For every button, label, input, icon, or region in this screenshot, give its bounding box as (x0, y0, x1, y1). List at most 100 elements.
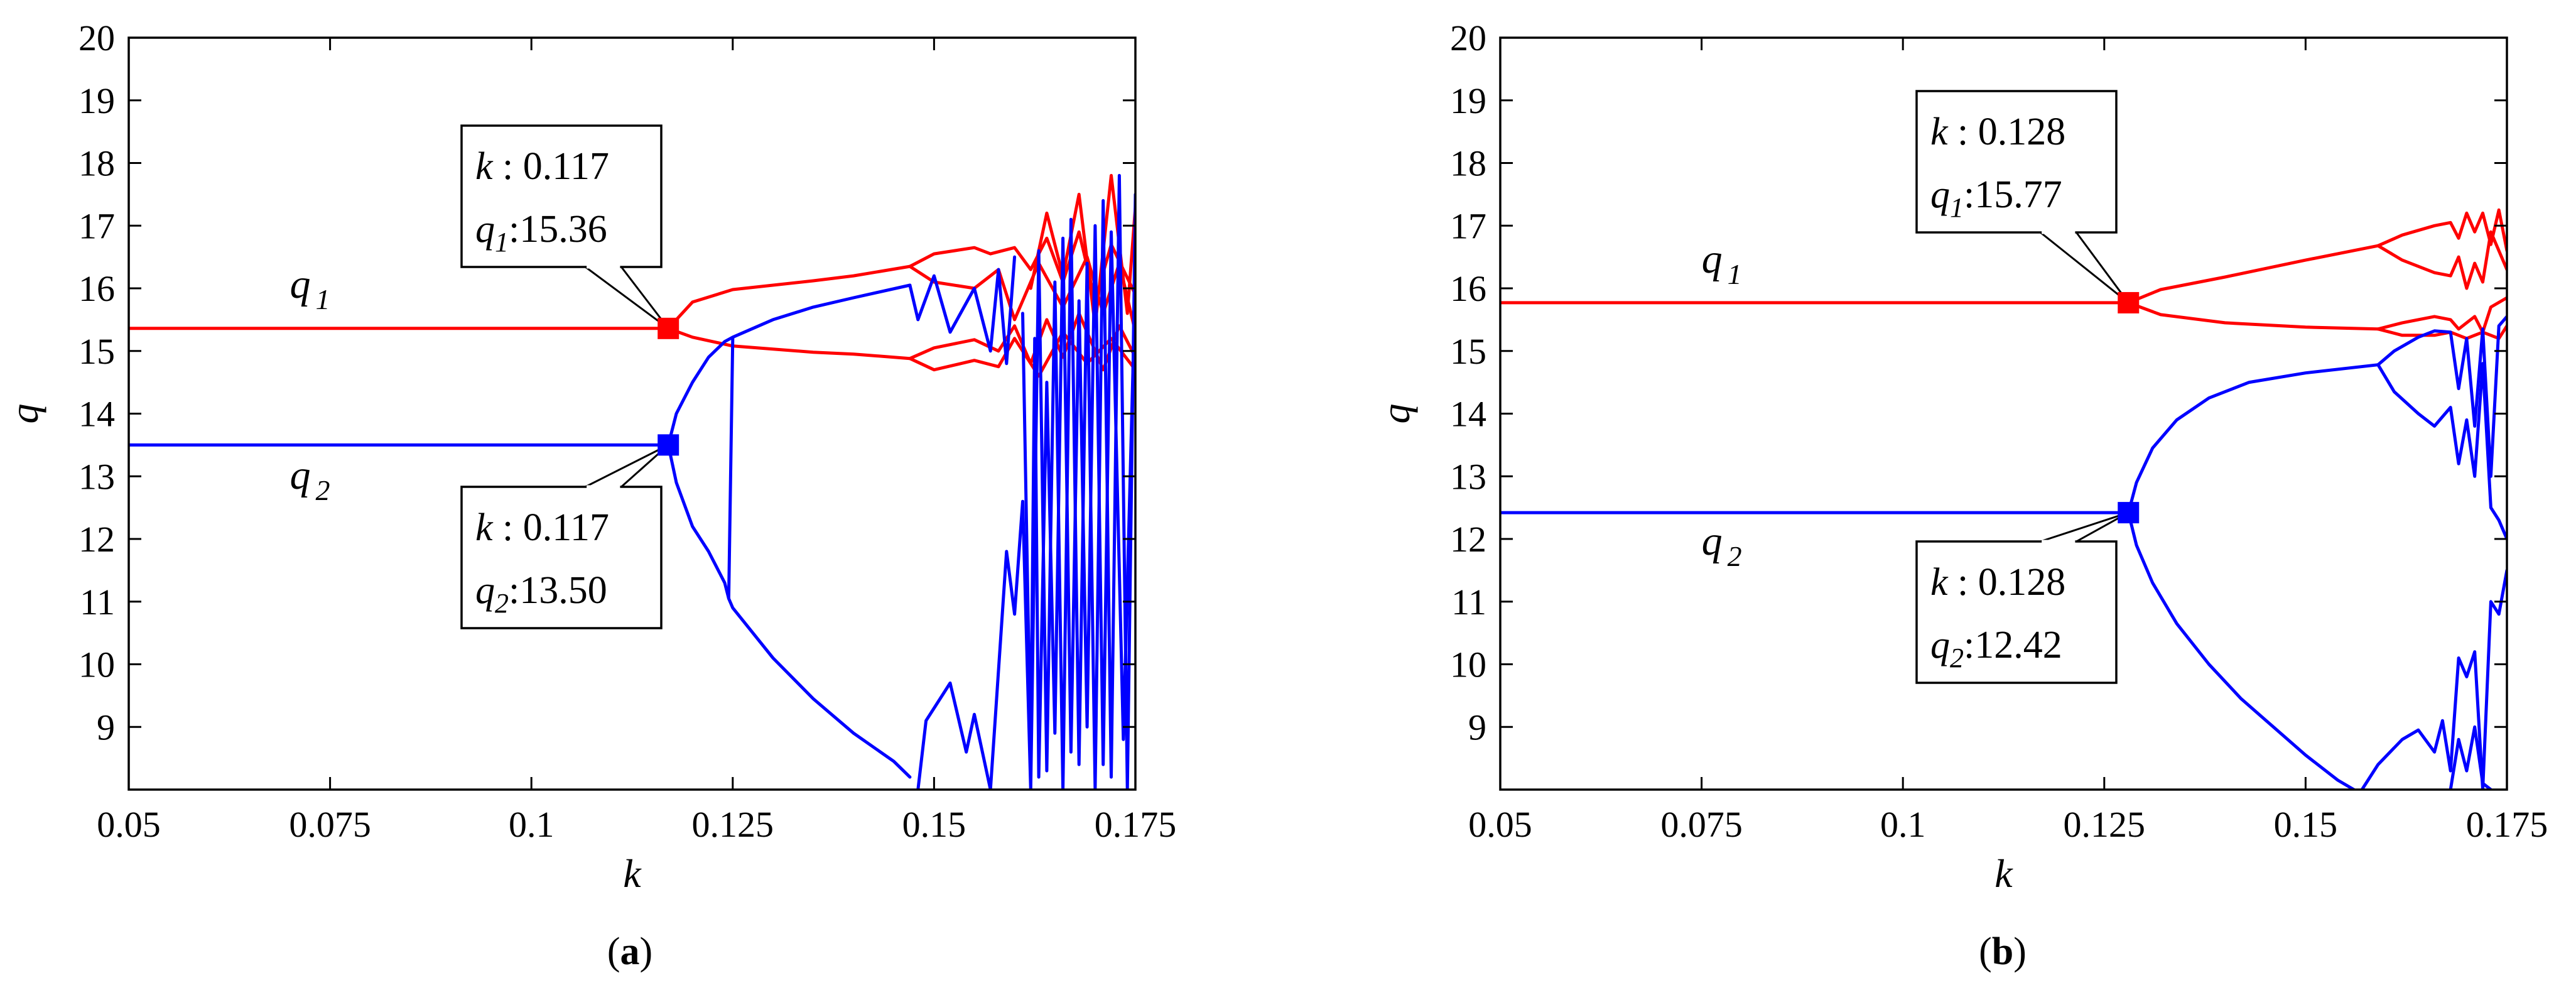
bifurcation-marker (2118, 291, 2140, 313)
series-line-q2-3 (727, 337, 735, 601)
series-label-subscript: 2 (315, 474, 330, 506)
y-tick-label: 10 (1450, 644, 1486, 685)
panel-caption-open: ( (1979, 930, 1992, 973)
x-tick-label: 0.05 (97, 804, 161, 845)
annotation-var: k (475, 145, 494, 188)
y-tick-label: 13 (78, 456, 115, 497)
bifurcation-marker (658, 317, 679, 339)
plot-area (1500, 208, 2507, 790)
annotation-text-line: k : 0.117 (475, 506, 609, 549)
annotation-var-subscript: 2 (1950, 643, 1964, 673)
annotation-text-line: q1:15.36 (475, 208, 607, 258)
annotation-var-subscript: 1 (495, 227, 509, 258)
x-tick-label: 0.1 (1880, 804, 1926, 845)
series-line-q1-4 (2376, 230, 2507, 290)
x-tick-label: 0.05 (1468, 804, 1532, 845)
y-axis-label: q (2, 404, 46, 424)
annotation-var: k (475, 506, 494, 549)
panel-caption-close: ) (640, 930, 653, 973)
series-line-q2-3 (2376, 315, 2507, 478)
series-line-q1-1 (666, 264, 912, 330)
annotation-leader (2037, 231, 2130, 304)
annotation-value: : 0.117 (493, 506, 609, 549)
x-tick-label: 0.075 (289, 804, 371, 845)
x-tick-label: 0.1 (509, 804, 555, 845)
series-line-q1-2 (666, 327, 912, 361)
y-tick-label: 10 (78, 644, 115, 685)
y-tick-label: 16 (1450, 268, 1486, 309)
annotation-leader (582, 266, 669, 330)
x-tick-label: 0.15 (2274, 804, 2338, 845)
series-line-q1-7 (1029, 173, 1135, 328)
annotation-value: :13.50 (509, 569, 607, 612)
x-tick-label: 0.125 (692, 804, 774, 845)
y-tick-label: 9 (97, 707, 115, 748)
y-tick-label: 20 (78, 18, 115, 58)
x-tick-label: 0.175 (2466, 804, 2548, 845)
annotation-value: : 0.117 (493, 145, 609, 188)
series-line-q2-6 (1021, 224, 1135, 779)
annotation-leader (2040, 511, 2129, 543)
annotation-value: :15.77 (1964, 173, 2062, 216)
series-line-q2-5 (2360, 568, 2507, 790)
annotation-var: q (475, 208, 495, 251)
series-line-q1-2 (2126, 301, 2380, 331)
annotation-text-line: q2:12.42 (1930, 624, 2062, 673)
series-label-base: q (290, 261, 310, 307)
series-line-q2-2 (666, 443, 912, 779)
chart-panel-b: 0.05 0.075 0.1 0.125 0.15 0.17591011121314151… (1373, 18, 2548, 973)
y-tick-label: 17 (78, 205, 115, 246)
annotation-box (1915, 540, 2118, 684)
y-tick-label: 17 (1450, 205, 1486, 246)
annotation-text-line: k : 0.117 (475, 145, 609, 188)
y-tick-label: 16 (78, 268, 115, 309)
annotation-var: q (1930, 624, 1950, 666)
y-tick-label: 11 (80, 582, 115, 623)
y-axis-label: q (1373, 404, 1418, 424)
series-label-subscript: 1 (315, 283, 330, 315)
series-line-q2-1 (2126, 363, 2380, 514)
panel-caption-open: ( (607, 930, 620, 973)
y-tick-label: 18 (1450, 143, 1486, 184)
panel-caption: (b) (1979, 930, 2027, 973)
series-line-q2-6 (2449, 725, 2492, 790)
annotation-var: k (1930, 111, 1949, 153)
x-axis-label: k (623, 851, 642, 896)
series-label-subscript: 1 (1728, 258, 1742, 290)
plot-area (129, 173, 1135, 790)
y-tick-label: 12 (78, 519, 115, 560)
annotation-text-line: q2:13.50 (475, 569, 607, 619)
y-tick-label: 15 (78, 331, 115, 372)
series-line-q1-3 (2376, 208, 2507, 253)
y-tick-label: 9 (1468, 707, 1486, 748)
y-tick-label: 14 (78, 394, 115, 435)
y-tick-label: 11 (1451, 582, 1486, 623)
series-label-base: q (1702, 236, 1723, 282)
bifurcation-marker (2118, 502, 2140, 524)
annotation-value: :15.36 (509, 208, 607, 251)
series-line-q2-1 (666, 283, 912, 447)
annotation-value: : 0.128 (1948, 111, 2066, 153)
y-tick-label: 12 (1450, 519, 1486, 560)
annotation-text-line: k : 0.128 (1930, 561, 2065, 604)
series-line-q1-1 (2126, 244, 2380, 305)
y-tick-label: 14 (1450, 394, 1486, 435)
x-axis-label: k (1994, 851, 2013, 896)
y-tick-label: 13 (1450, 456, 1486, 497)
panel-caption-close: ) (2013, 930, 2027, 973)
annotation-var-subscript: 1 (1950, 192, 1964, 223)
annotation-var-subscript: 2 (495, 588, 509, 619)
annotation-box (1915, 90, 2118, 234)
annotation-var: q (1930, 173, 1950, 216)
y-tick-label: 18 (78, 143, 115, 184)
x-tick-label: 0.125 (2064, 804, 2146, 845)
x-tick-label: 0.15 (902, 804, 966, 845)
series-line-q2-4 (908, 255, 1017, 366)
panel-caption: (a) (607, 930, 652, 973)
series-line-q2-2 (2126, 511, 2356, 790)
